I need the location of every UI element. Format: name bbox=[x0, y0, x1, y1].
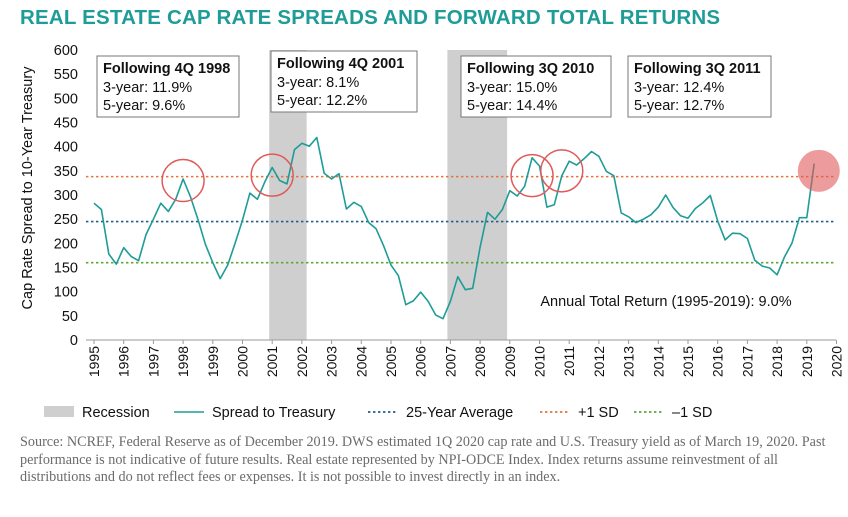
legend-label-average: 25-Year Average bbox=[406, 405, 513, 421]
x-tick-label: 1997 bbox=[145, 346, 161, 377]
x-tick-label: 1999 bbox=[205, 346, 221, 377]
annotation-box: Following 3Q 2011 3-year: 12.4% 5-year: 12… bbox=[627, 55, 772, 118]
x-tick-label: 2019 bbox=[799, 346, 815, 377]
y-tick-label: 300 bbox=[54, 188, 78, 204]
y-tick-label: 0 bbox=[70, 333, 78, 349]
annotation-3yr: 3-year: 11.9% bbox=[103, 80, 192, 96]
x-tick-label: 2010 bbox=[532, 346, 548, 377]
annotation-heading: Following 3Q 2011 bbox=[634, 61, 761, 77]
x-axis-ticks: 1995 1996 1997 1998 1999 2000 2001 2002 2003 2004… bbox=[86, 340, 845, 377]
highlight-circle bbox=[510, 153, 554, 198]
legend-label-spread: Spread to Treasury bbox=[212, 405, 336, 421]
x-tick-label: 2016 bbox=[710, 346, 726, 377]
annotation-frame bbox=[96, 55, 240, 118]
annotation-frame bbox=[627, 55, 772, 118]
y-tick-label: 500 bbox=[54, 91, 78, 107]
recession-bands bbox=[269, 50, 508, 340]
annotation-5yr: 5-year: 14.4% bbox=[467, 98, 557, 114]
annotation-5yr: 5-year: 9.6% bbox=[103, 98, 185, 114]
y-tick-label: 550 bbox=[54, 67, 78, 83]
x-tick-label: 2002 bbox=[294, 346, 310, 377]
x-tick-label: 2007 bbox=[442, 346, 458, 377]
annotation-5yr: 5-year: 12.2% bbox=[277, 93, 367, 109]
y-tick-label: 400 bbox=[54, 140, 78, 156]
x-tick-label: 2008 bbox=[472, 346, 488, 377]
y-tick-label: 350 bbox=[54, 164, 78, 180]
y-tick-label: 150 bbox=[54, 261, 78, 277]
x-tick-label: 2005 bbox=[383, 346, 399, 377]
annotation-heading: Following 4Q 1998 bbox=[103, 61, 230, 77]
x-tick-label: 1996 bbox=[116, 346, 132, 377]
x-tick-label: 2017 bbox=[739, 346, 755, 377]
chart-title: REAL ESTATE CAP RATE SPREADS AND FORWARD… bbox=[20, 6, 721, 29]
legend-label-recession: Recession bbox=[82, 405, 150, 421]
annotation-box: Following 3Q 2010 3-year: 15.0% 5-year: 14… bbox=[460, 55, 612, 118]
annotation-3yr: 3-year: 15.0% bbox=[467, 80, 557, 96]
legend-label-plus-sd: +1 SD bbox=[578, 405, 619, 421]
x-tick-label: 2011 bbox=[561, 346, 577, 376]
x-tick-label: 2006 bbox=[413, 346, 429, 377]
y-axis-ticks: 0 50 100 150 200 250 300 350 400 450 500 550 600 bbox=[54, 43, 78, 349]
legend-swatch-recession bbox=[44, 406, 74, 417]
y-tick-label: 600 bbox=[54, 43, 78, 59]
legend: Recession Spread to Treasury 25-Year Avera… bbox=[44, 405, 712, 421]
highlight-circles bbox=[161, 149, 840, 203]
y-tick-label: 250 bbox=[54, 212, 78, 228]
highlight-circle bbox=[250, 153, 294, 197]
annotation-heading: Following 4Q 2001 bbox=[277, 56, 404, 72]
spread-chart: 0 50 100 150 200 250 300 350 400 450 500 550 600 199… bbox=[20, 43, 845, 421]
x-tick-label: 2020 bbox=[829, 346, 845, 377]
total-return-note: Annual Total Return (1995-2019): 9.0% bbox=[540, 294, 791, 310]
y-tick-label: 450 bbox=[54, 116, 78, 132]
annotation-heading: Following 3Q 2010 bbox=[467, 61, 594, 77]
annotation-3yr: 3-year: 8.1% bbox=[277, 75, 359, 91]
annotation-boxes: Following 4Q 1998 3-year: 11.9% 5-year: 9.… bbox=[96, 50, 772, 118]
annotation-3yr: 3-year: 12.4% bbox=[634, 80, 724, 96]
y-tick-label: 50 bbox=[62, 309, 78, 325]
x-tick-label: 2014 bbox=[650, 346, 666, 377]
highlight-circle bbox=[797, 149, 840, 192]
reference-lines bbox=[86, 175, 836, 264]
annotation-frame bbox=[460, 55, 612, 118]
spread-series-line bbox=[93, 136, 815, 320]
x-tick-label: 2009 bbox=[502, 346, 518, 377]
annotation-frame bbox=[270, 50, 418, 113]
x-tick-label: 2004 bbox=[353, 346, 369, 377]
x-tick-label: 2003 bbox=[324, 346, 340, 377]
annotation-box: Following 4Q 1998 3-year: 11.9% 5-year: 9.… bbox=[96, 55, 240, 118]
x-tick-label: 1998 bbox=[175, 346, 191, 377]
x-tick-label: 2012 bbox=[591, 346, 607, 377]
highlight-circle bbox=[540, 149, 584, 193]
highlight-circle bbox=[161, 158, 205, 203]
x-tick-label: 2001 bbox=[264, 346, 280, 377]
y-axis-label: Cap Rate Spread to 10-Year Treasury bbox=[20, 66, 36, 310]
source-note: Source: NCREF, Federal Reserve as of Dec… bbox=[20, 434, 826, 486]
legend-label-minus-sd: –1 SD bbox=[672, 405, 712, 421]
y-tick-label: 200 bbox=[54, 236, 78, 252]
annotation-5yr: 5-year: 12.7% bbox=[634, 98, 724, 114]
x-tick-label: 2013 bbox=[621, 346, 637, 377]
annotation-box: Following 4Q 2001 3-year: 8.1% 5-year: 12.… bbox=[270, 50, 418, 113]
x-tick-label: 1995 bbox=[86, 346, 102, 377]
x-tick-label: 2015 bbox=[680, 346, 696, 377]
y-tick-label: 100 bbox=[54, 285, 78, 301]
x-tick-label: 2018 bbox=[769, 346, 785, 377]
x-tick-label: 2000 bbox=[235, 346, 251, 377]
